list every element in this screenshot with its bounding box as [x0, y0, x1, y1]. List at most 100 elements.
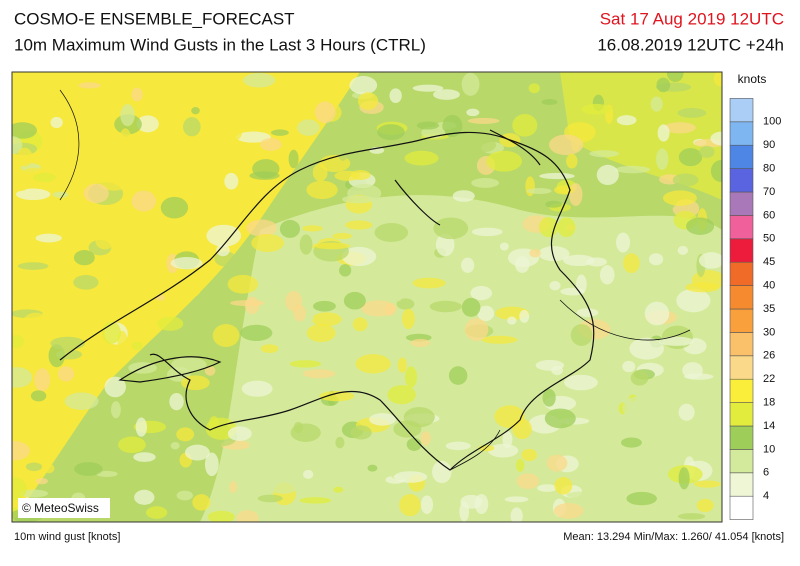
- wind-patch: [685, 282, 720, 293]
- wind-patch: [367, 464, 378, 472]
- wind-patch: [171, 357, 207, 372]
- wind-patch: [545, 200, 563, 208]
- wind-patch: [333, 486, 344, 493]
- wind-patch: [131, 87, 143, 102]
- wind-patch: [461, 72, 480, 96]
- wind-patch: [502, 430, 513, 448]
- wind-patch: [319, 391, 355, 402]
- wind-patch: [95, 233, 115, 250]
- wind-patch: [86, 217, 97, 240]
- wind-patch: [337, 138, 349, 161]
- wind-patch: [527, 507, 543, 516]
- wind-patch: [111, 401, 121, 419]
- wind-patch: [596, 164, 619, 186]
- wind-patch: [630, 370, 649, 386]
- wind-patch: [229, 119, 243, 141]
- wind-patch: [293, 421, 304, 434]
- wind-patch: [432, 460, 452, 484]
- wind-patch: [389, 88, 402, 104]
- wind-patch: [472, 138, 497, 153]
- wind-patch: [693, 480, 721, 488]
- wind-patch: [678, 467, 690, 490]
- wind-patch: [420, 495, 434, 515]
- wind-patch: [481, 335, 518, 344]
- wind-patch: [207, 510, 235, 522]
- wind-patch: [445, 441, 471, 451]
- wind-patch: [350, 169, 371, 181]
- wind-patch: [165, 178, 192, 188]
- wind-patch: [131, 341, 143, 350]
- wind-patch: [445, 169, 473, 189]
- colorbar-label: 80: [763, 163, 775, 175]
- colorbar-label: 35: [763, 303, 775, 315]
- wind-patch: [696, 498, 714, 513]
- wind-patch: [17, 147, 33, 167]
- wind-patch: [357, 92, 379, 110]
- wind-patch: [306, 323, 336, 343]
- wind-patch: [83, 183, 109, 204]
- wind-patch: [626, 491, 657, 506]
- wind-patch: [387, 385, 416, 405]
- wind-patch: [80, 139, 97, 147]
- colorbar-label: 90: [763, 139, 775, 151]
- wind-patch: [412, 84, 444, 92]
- wind-patch: [240, 324, 273, 342]
- wind-patch: [343, 291, 366, 310]
- colorbar-swatch: [729, 308, 754, 333]
- legend-unit: knots: [738, 72, 767, 86]
- wind-patch: [50, 116, 63, 129]
- map-frame: [11, 71, 723, 523]
- wind-patch: [404, 366, 418, 388]
- wind-patch: [257, 494, 283, 503]
- wind-patch: [599, 265, 615, 285]
- wind-patch: [192, 494, 211, 511]
- wind-patch: [350, 425, 372, 440]
- wind-patch: [377, 124, 405, 141]
- wind-patch: [589, 150, 620, 158]
- wind-patch: [393, 281, 404, 302]
- wind-patch: [526, 187, 552, 194]
- wind-patch: [149, 240, 160, 265]
- wind-patch: [241, 380, 273, 397]
- wind-patch: [107, 151, 121, 165]
- wind-patch: [227, 426, 252, 441]
- wind-patch: [570, 324, 593, 346]
- wind-patch: [686, 217, 715, 235]
- wind-patch: [12, 202, 21, 226]
- wind-patch: [12, 122, 37, 139]
- wind-patch: [345, 220, 373, 230]
- wind-patch: [682, 362, 703, 379]
- wind-patch: [289, 360, 322, 368]
- wind-patch: [678, 403, 695, 421]
- wind-patch: [471, 227, 503, 237]
- wind-patch: [50, 336, 86, 350]
- wind-patch: [699, 145, 715, 158]
- wind-patch: [160, 196, 189, 219]
- wind-patch: [104, 376, 126, 398]
- wind-patch: [64, 392, 99, 410]
- wind-patch: [236, 510, 259, 522]
- wind-patch: [656, 148, 669, 170]
- wind-patch: [299, 497, 332, 504]
- wind-patch: [175, 280, 201, 299]
- wind-patch: [471, 178, 500, 188]
- wind-patch: [133, 452, 156, 462]
- wind-patch: [515, 256, 530, 273]
- wind-patch: [623, 253, 640, 274]
- wind-patch: [542, 388, 556, 407]
- wind-patch: [433, 89, 460, 100]
- wind-patch: [97, 171, 131, 191]
- colorbar-swatch: [729, 215, 754, 240]
- wind-patch: [152, 72, 163, 86]
- wind-patch: [515, 458, 525, 472]
- wind-patch: [672, 173, 699, 187]
- wind-patch: [312, 163, 328, 182]
- wind-patch: [57, 366, 75, 382]
- wind-patch: [243, 72, 276, 88]
- wind-patch: [259, 137, 282, 151]
- wind-patch: [429, 300, 462, 313]
- wind-patch: [539, 172, 575, 180]
- colorbar-label: 18: [763, 397, 775, 409]
- wind-patch: [566, 153, 578, 169]
